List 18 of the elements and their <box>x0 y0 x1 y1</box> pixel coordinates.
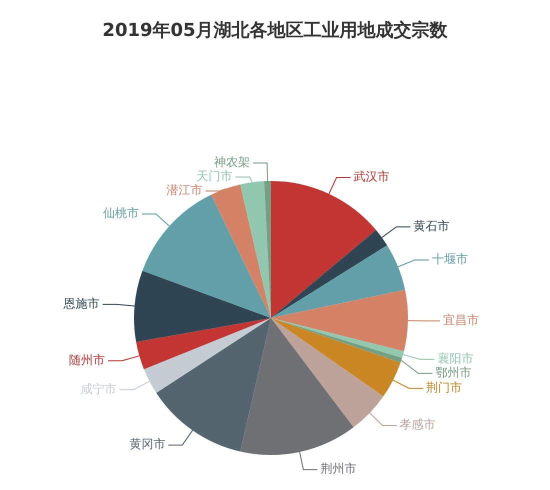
slice-label: 恩施市 <box>62 296 100 311</box>
slice-label: 宜昌市 <box>442 313 479 328</box>
slice-label: 襄阳市 <box>437 351 474 366</box>
slice-label: 天门市 <box>196 169 233 184</box>
slice-label: 随州市 <box>69 352 106 367</box>
slice-label: 武汉市 <box>354 170 390 184</box>
slice-label: 荆州市 <box>320 462 356 476</box>
slice-label: 神农架 <box>214 155 250 170</box>
slice-label: 荆门市 <box>426 380 462 394</box>
slice-label: 潜江市 <box>166 183 202 198</box>
slice-label: 仙桃市 <box>103 206 140 220</box>
chart-title: 2019年05月湖北各地区工业用地成交宗数 <box>101 19 449 42</box>
slice-label: 孝感市 <box>400 418 436 432</box>
slice-label: 十堰市 <box>432 252 468 266</box>
slice-label: 咸宁市 <box>80 382 117 396</box>
slice-label: 黄石市 <box>413 219 450 234</box>
slice-label: 鄂州市 <box>435 365 472 380</box>
slice-label: 黄冈市 <box>129 437 166 452</box>
